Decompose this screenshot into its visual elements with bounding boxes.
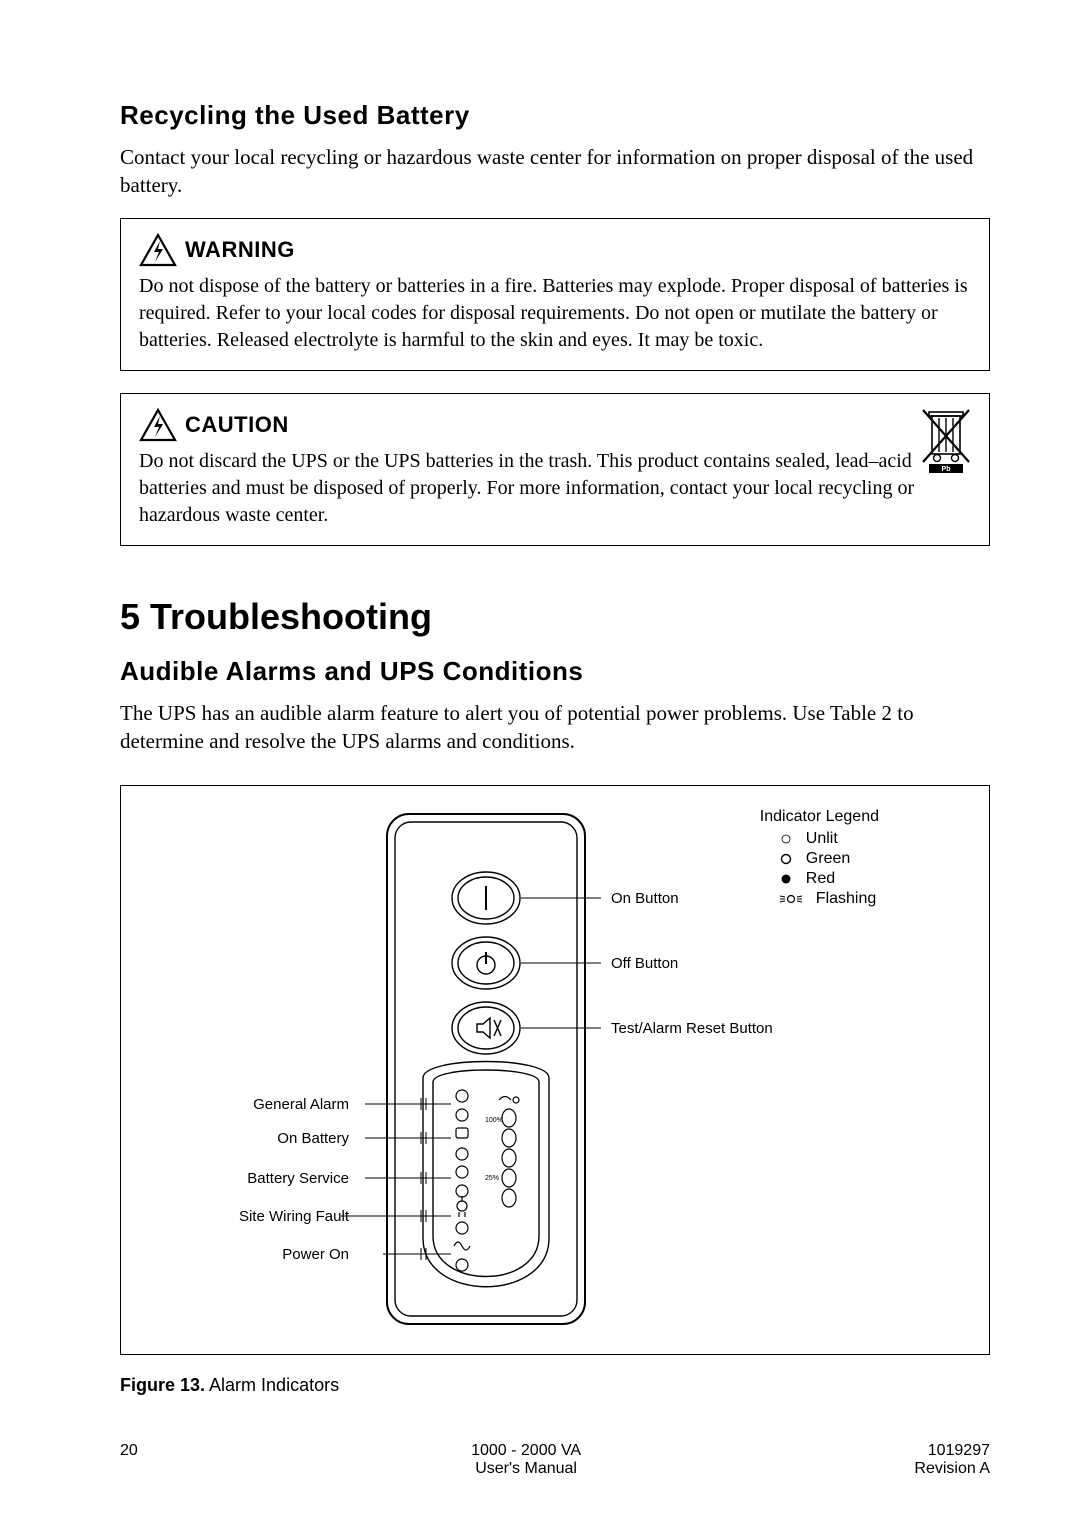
footer-center-1: 1000 - 2000 VA [471, 1442, 581, 1460]
legend-red: Red [806, 870, 835, 888]
label-on-button: On Button [611, 890, 679, 907]
label-battery-service: Battery Service [247, 1170, 349, 1187]
footer-right-2: Revision A [914, 1460, 990, 1478]
hazard-bolt-icon [139, 408, 177, 442]
legend-flashing: Flashing [816, 890, 876, 908]
legend-unlit: Unlit [806, 830, 838, 848]
warning-box: WARNING Do not dispose of the battery or… [120, 218, 990, 371]
legend-red-icon [778, 873, 794, 885]
troubleshooting-subheading: Audible Alarms and UPS Conditions [120, 656, 990, 687]
weee-bin-icon: Pb [917, 406, 975, 478]
label-off-button: Off Button [611, 955, 678, 972]
label-power-on: Power On [282, 1246, 349, 1263]
troubleshooting-body: The UPS has an audible alarm feature to … [120, 699, 990, 756]
caution-box: CAUTION Do not discard the UPS or the UP… [120, 393, 990, 546]
figure-caption-rest: Alarm Indicators [205, 1375, 339, 1395]
legend-green: Green [806, 850, 850, 868]
troubleshooting-heading: 5 Troubleshooting [120, 596, 990, 638]
hazard-bolt-icon [139, 233, 177, 267]
page-footer: 20 1000 - 2000 VA User's Manual 1019297 … [120, 1442, 990, 1478]
figure-13: 100% 25% On Button Off Button Test/Alarm… [120, 785, 990, 1355]
footer-page: 20 [120, 1442, 138, 1478]
label-general-alarm: General Alarm [253, 1096, 349, 1113]
recycling-body: Contact your local recycling or hazardou… [120, 143, 990, 200]
pct-25: 25% [485, 1175, 499, 1182]
svg-text:Pb: Pb [942, 466, 951, 473]
legend-unlit-icon [778, 833, 794, 845]
recycling-heading: Recycling the Used Battery [120, 100, 990, 131]
footer-right-1: 1019297 [914, 1442, 990, 1460]
footer-center-2: User's Manual [471, 1460, 581, 1478]
pct-100: 100% [485, 1117, 503, 1124]
warning-body: Do not dispose of the battery or batteri… [139, 273, 971, 354]
legend-title: Indicator Legend [760, 808, 879, 826]
figure-caption-bold: Figure 13. [120, 1375, 205, 1395]
caution-title: CAUTION [185, 412, 289, 438]
indicator-legend: Indicator Legend Unlit Green Red [760, 808, 879, 910]
label-test-button: Test/Alarm Reset Button [611, 1020, 773, 1037]
figure-caption: Figure 13. Alarm Indicators [120, 1375, 990, 1396]
ups-panel-diagram: 100% 25% [381, 808, 591, 1333]
legend-flashing-icon [778, 893, 804, 905]
label-site-wiring: Site Wiring Fault [239, 1208, 349, 1225]
legend-green-icon [778, 853, 794, 865]
label-on-battery: On Battery [277, 1130, 349, 1147]
caution-body: Do not discard the UPS or the UPS batter… [139, 448, 971, 529]
warning-title: WARNING [185, 237, 295, 263]
